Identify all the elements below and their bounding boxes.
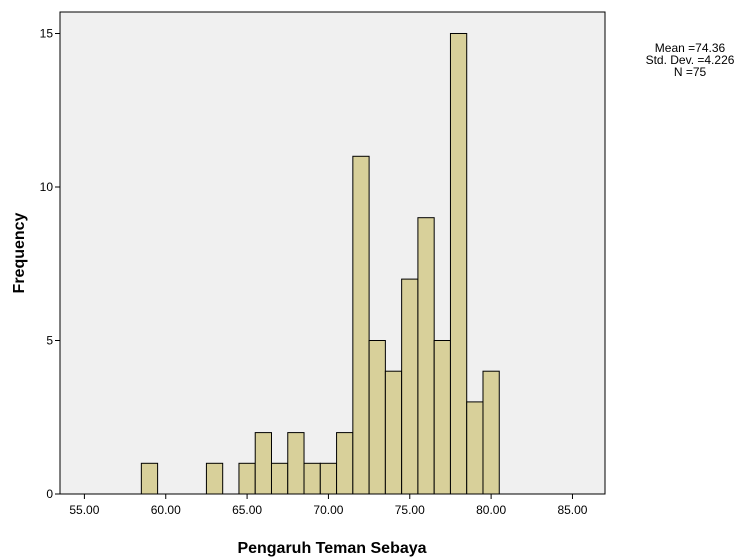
histogram-bar — [482, 370, 500, 495]
y-tick-label: 10 — [40, 180, 54, 194]
x-tick-label: 85.00 — [557, 503, 587, 517]
x-tick-label: 75.00 — [395, 503, 425, 517]
y-tick-label: 5 — [46, 333, 53, 347]
histogram-bar — [466, 401, 484, 495]
y-tick-label: 15 — [40, 26, 54, 40]
x-axis-title: Pengaruh Teman Sebaya — [237, 540, 426, 557]
histogram-bar — [303, 462, 321, 495]
histogram-bar — [140, 462, 159, 495]
histogram-bar — [449, 32, 468, 495]
plot-area — [59, 11, 606, 495]
histogram-bar — [352, 155, 370, 495]
histogram-bar — [270, 462, 289, 495]
x-tick-label: 65.00 — [232, 503, 262, 517]
y-axis-title: Frequency — [11, 212, 28, 293]
n-stat: N =75 — [673, 65, 707, 79]
histogram-bar — [319, 462, 338, 495]
x-tick-label: 80.00 — [476, 503, 506, 517]
mean-stat: Mean =74.36 — [654, 41, 726, 55]
histogram-bar — [238, 462, 256, 495]
y-tick-label: 0 — [46, 487, 53, 501]
x-tick-label: 70.00 — [313, 503, 343, 517]
histogram-bar — [287, 432, 305, 495]
y-axis: 0 5 10 15 — [40, 26, 60, 501]
histogram-bar — [336, 432, 354, 495]
histogram-bar — [384, 370, 403, 495]
x-tick-label: 60.00 — [151, 503, 181, 517]
statistics-legend: Mean =74.36 Std. Dev. =4.226 N =75 — [632, 42, 748, 78]
histogram-bar — [417, 217, 435, 495]
histogram-bar — [205, 462, 224, 495]
std-dev-stat: Std. Dev. =4.226 — [645, 53, 735, 67]
histogram-bar — [401, 278, 419, 495]
histogram-bar — [368, 340, 386, 495]
histogram-bar — [433, 340, 451, 495]
histogram-bar — [254, 432, 272, 495]
x-tick-label: 55.00 — [69, 503, 99, 517]
x-axis: 55.00 60.00 65.00 70.00 75.00 80.00 85.00 — [69, 494, 588, 517]
